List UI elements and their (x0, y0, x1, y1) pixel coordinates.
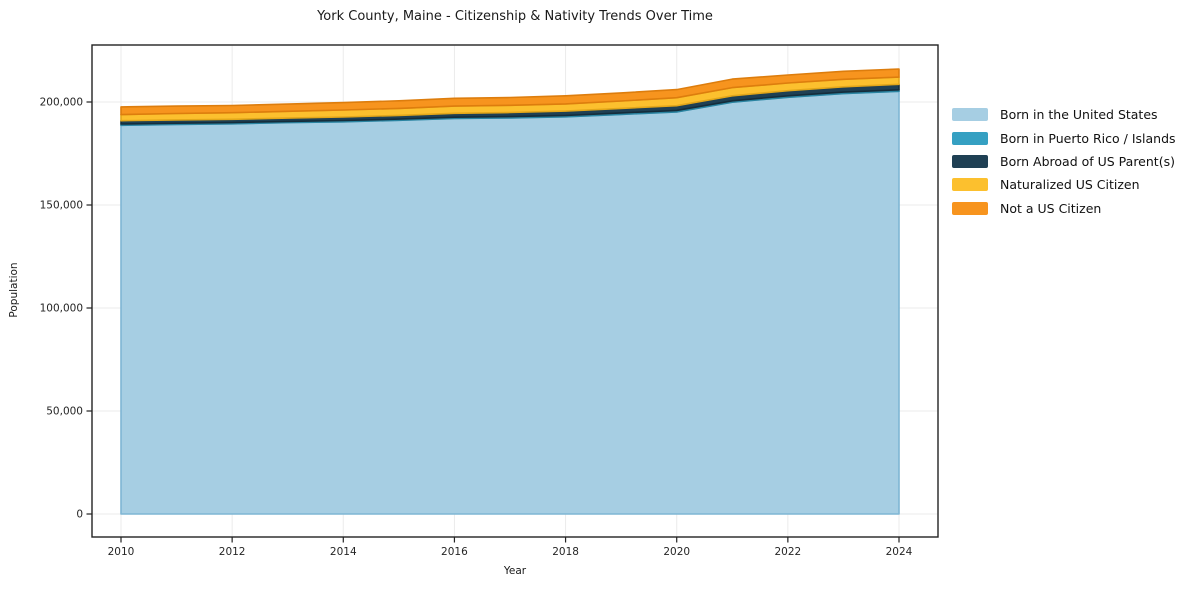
legend-swatch (952, 131, 988, 145)
x-axis-label: Year (503, 565, 527, 577)
legend-item: Naturalized US Citizen (952, 173, 1176, 196)
legend-swatch (952, 108, 988, 122)
plot-frame (91, 44, 939, 538)
legend-item: Born Abroad of US Parent(s) (952, 150, 1176, 173)
area-series-born-in-the-united-states (120, 90, 900, 515)
x-tick-label: 2024 (886, 546, 913, 558)
chart-title: York County, Maine - Citizenship & Nativ… (317, 9, 713, 24)
y-axis-label: Population (8, 262, 20, 318)
legend-label: Born in the United States (1000, 107, 1158, 123)
y-tick-label: 50,000 (46, 406, 83, 418)
y-tick-label: 0 (76, 509, 83, 521)
legend-label: Born in Puerto Rico / Islands (1000, 130, 1176, 146)
area-series-not-a-us-citizen (120, 68, 900, 116)
y-tick-label: 200,000 (40, 97, 83, 109)
x-tick-label: 2022 (774, 546, 801, 558)
legend-label: Not a US Citizen (1000, 200, 1102, 216)
y-tick-label: 100,000 (40, 303, 83, 315)
legend-item: Born in the United States (952, 103, 1176, 126)
x-tick-label: 2020 (663, 546, 690, 558)
legend-swatch (952, 201, 988, 215)
x-tick-label: 2014 (330, 546, 357, 558)
legend-item: Not a US Citizen (952, 197, 1176, 220)
legend-swatch (952, 154, 988, 168)
x-tick-label: 2016 (441, 546, 468, 558)
legend-swatch (952, 178, 988, 192)
y-tick-label: 150,000 (40, 200, 83, 212)
legend: Born in the United States Born in Puerto … (952, 103, 1176, 220)
legend-label: Born Abroad of US Parent(s) (1000, 153, 1175, 169)
legend-item: Born in Puerto Rico / Islands (952, 126, 1176, 149)
x-tick-label: 2010 (108, 546, 135, 558)
x-tick-label: 2018 (552, 546, 579, 558)
legend-label: Naturalized US Citizen (1000, 177, 1140, 193)
x-tick-label: 2012 (219, 546, 246, 558)
